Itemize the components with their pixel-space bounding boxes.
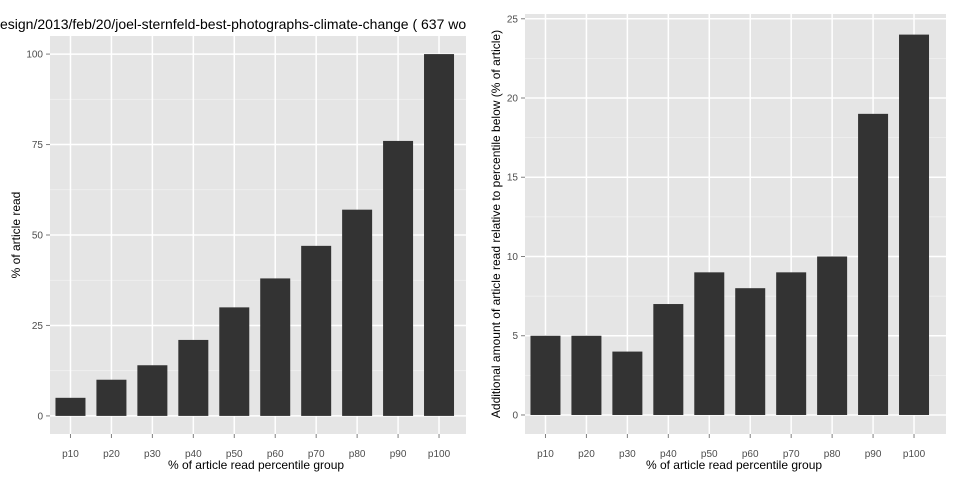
x-tick-label-p10: p10 bbox=[537, 449, 554, 460]
bar-p80 bbox=[817, 256, 848, 415]
y-tick-label: 25 bbox=[32, 321, 44, 332]
x-tick-label-p10: p10 bbox=[62, 449, 79, 460]
x-tick-label-p30: p30 bbox=[619, 449, 636, 460]
bar-p70 bbox=[301, 245, 332, 416]
bar-p30 bbox=[137, 365, 168, 416]
y-tick-label: 25 bbox=[507, 14, 519, 25]
y-tick-label: 20 bbox=[507, 94, 519, 105]
bar-p20 bbox=[96, 379, 127, 416]
bar-p50 bbox=[694, 272, 725, 415]
bar-p70 bbox=[776, 272, 807, 415]
x-tick-label-p100: p100 bbox=[428, 449, 451, 460]
x-tick-label-p60: p60 bbox=[742, 449, 759, 460]
bar-p40 bbox=[178, 339, 209, 416]
x-tick-label-p30: p30 bbox=[144, 449, 161, 460]
x-tick-label-p80: p80 bbox=[349, 449, 366, 460]
y-tick-label: 10 bbox=[507, 252, 519, 263]
chart-left-x-axis-label: % of article read percentile group bbox=[168, 458, 344, 472]
chart-right-x-axis: p10 p20 p30 p40 p50 p60 p70 p80 p90 p100 bbox=[537, 434, 926, 460]
bar-p50 bbox=[219, 307, 250, 416]
bar-p80 bbox=[342, 209, 373, 416]
y-tick-label: 75 bbox=[32, 140, 44, 151]
y-tick-label: 50 bbox=[32, 231, 44, 242]
x-tick-label-p50: p50 bbox=[701, 449, 718, 460]
x-tick-label-p60: p60 bbox=[267, 449, 284, 460]
x-tick-label-p70: p70 bbox=[783, 449, 800, 460]
x-tick-label-p90: p90 bbox=[865, 449, 882, 460]
bar-p60 bbox=[260, 278, 291, 416]
x-tick-label-p40: p40 bbox=[660, 449, 677, 460]
chart-left: esign/2013/feb/20/joel-sternfeld-best-ph… bbox=[0, 16, 466, 472]
x-tick-label-p20: p20 bbox=[103, 449, 120, 460]
y-tick-label: 0 bbox=[512, 410, 518, 421]
chart-right-x-axis-label: % of article read percentile group bbox=[646, 458, 822, 472]
x-tick-label-p20: p20 bbox=[578, 449, 595, 460]
bar-p100 bbox=[424, 54, 455, 416]
chart-left-bars bbox=[55, 54, 455, 416]
x-tick-label-p100: p100 bbox=[903, 449, 926, 460]
bar-p60 bbox=[735, 288, 766, 415]
bar-p100 bbox=[899, 34, 930, 415]
bar-p10 bbox=[55, 397, 86, 416]
chart-left-y-axis-label: % of article read bbox=[9, 192, 23, 279]
y-tick-label: 100 bbox=[26, 50, 43, 61]
y-tick-label: 5 bbox=[512, 331, 518, 342]
bar-p40 bbox=[653, 304, 684, 415]
y-tick-label: 0 bbox=[37, 411, 43, 422]
y-tick-label: 15 bbox=[507, 173, 519, 184]
chart-right-bars bbox=[530, 34, 930, 415]
chart-left-title: esign/2013/feb/20/joel-sternfeld-best-ph… bbox=[0, 16, 466, 32]
chart-left-x-axis: p10 p20 p30 p40 p50 p60 p70 p80 p90 p100 bbox=[62, 434, 451, 460]
x-tick-label-p40: p40 bbox=[185, 449, 202, 460]
chart-right-y-axis-label: Additional amount of article read relati… bbox=[489, 30, 503, 418]
bar-p90 bbox=[858, 113, 889, 415]
bar-p20 bbox=[571, 335, 602, 415]
x-tick-label-p90: p90 bbox=[390, 449, 407, 460]
x-tick-label-p70: p70 bbox=[308, 449, 325, 460]
chart-left-y-axis: 0 25 50 75 100 bbox=[26, 50, 50, 422]
chart-right-y-axis: 0 5 10 15 20 25 bbox=[507, 14, 525, 421]
bar-p10 bbox=[530, 335, 561, 415]
bar-p90 bbox=[383, 140, 414, 416]
x-tick-label-p50: p50 bbox=[226, 449, 243, 460]
bar-p30 bbox=[612, 351, 643, 415]
x-tick-label-p80: p80 bbox=[824, 449, 841, 460]
